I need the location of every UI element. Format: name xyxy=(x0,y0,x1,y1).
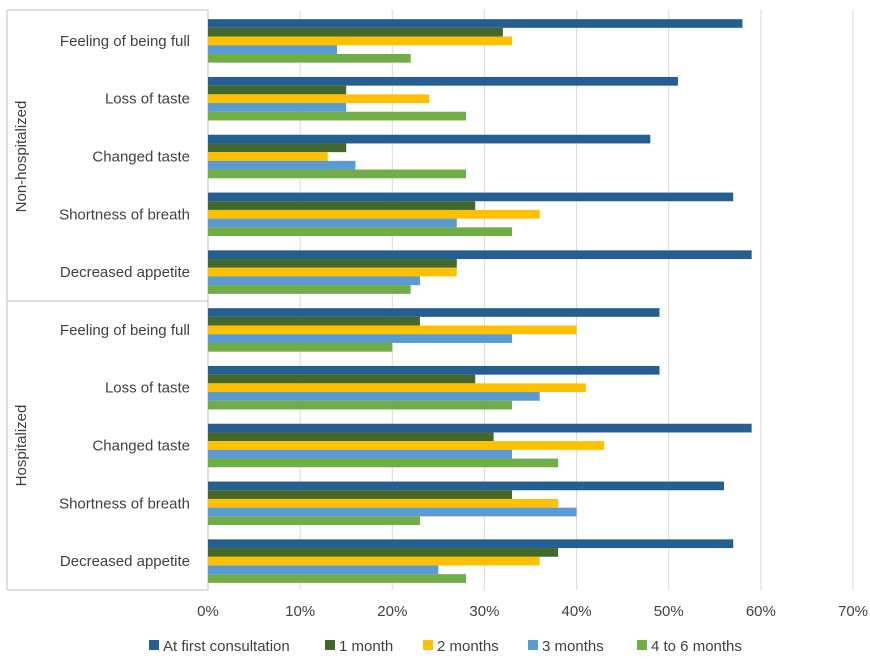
x-tick-label-60: 60% xyxy=(746,603,776,620)
legend-swatch-3-months xyxy=(528,640,538,650)
category-label-changed-taste: Changed taste xyxy=(92,438,190,455)
bar-at-first-consultation-non-hospitalized-changed-taste xyxy=(208,134,651,144)
bar-at-first-consultation-hospitalized-decreased-appetite xyxy=(208,539,734,549)
legend-label-3-months: 3 months xyxy=(542,638,604,655)
x-tick-label-40: 40% xyxy=(562,603,592,620)
gridlines xyxy=(299,10,854,590)
x-tick-label-20: 20% xyxy=(377,603,407,620)
category-label-feeling-of-being-full: Feeling of being full xyxy=(60,322,190,339)
bar-1-month-hospitalized-changed-taste xyxy=(208,432,494,442)
category-label-decreased-appetite: Decreased appetite xyxy=(60,553,190,570)
bar-2-months-non-hospitalized-shortness-of-breath xyxy=(208,209,540,219)
bar-2-months-hospitalized-decreased-appetite xyxy=(208,556,540,566)
bar-at-first-consultation-non-hospitalized-loss-of-taste xyxy=(208,76,678,86)
category-label-feeling-of-being-full: Feeling of being full xyxy=(60,33,190,50)
bar-at-first-consultation-hospitalized-loss-of-taste xyxy=(208,365,660,375)
bar-4-to-6-months-hospitalized-shortness-of-breath xyxy=(208,516,420,526)
bar-1-month-hospitalized-feeling-of-being-full xyxy=(208,316,420,326)
bar-at-first-consultation-non-hospitalized-decreased-appetite xyxy=(208,250,752,260)
bar-2-months-hospitalized-feeling-of-being-full xyxy=(208,325,577,335)
bar-2-months-non-hospitalized-feeling-of-being-full xyxy=(208,36,513,46)
bar-at-first-consultation-hospitalized-shortness-of-breath xyxy=(208,481,724,491)
bar-4-to-6-months-hospitalized-feeling-of-being-full xyxy=(208,342,393,352)
legend-label-1-month: 1 month xyxy=(339,638,393,655)
x-tick-label-30: 30% xyxy=(469,603,499,620)
bar-4-to-6-months-non-hospitalized-feeling-of-being-full xyxy=(208,53,411,63)
bar-2-months-non-hospitalized-changed-taste xyxy=(208,152,328,161)
legend-label-4-to-6-months: 4 to 6 months xyxy=(651,638,742,655)
bar-3-months-hospitalized-feeling-of-being-full xyxy=(208,334,513,343)
bar-at-first-consultation-hospitalized-feeling-of-being-full xyxy=(208,308,660,317)
group-label-hospitalized: Hospitalized xyxy=(13,405,30,487)
bar-3-months-non-hospitalized-decreased-appetite xyxy=(208,276,420,286)
bar-at-first-consultation-non-hospitalized-shortness-of-breath xyxy=(208,192,734,202)
bar-1-month-hospitalized-decreased-appetite xyxy=(208,548,559,557)
bar-at-first-consultation-non-hospitalized-feeling-of-being-full xyxy=(208,19,743,28)
x-axis-ticks: 0% 10% 20% 30% 40% 50% 60% 70% xyxy=(197,603,868,620)
category-label-changed-taste: Changed taste xyxy=(92,149,190,166)
bar-1-month-hospitalized-loss-of-taste xyxy=(208,374,476,384)
category-labels: Feeling of being full Loss of taste Change… xyxy=(59,33,190,570)
category-label-loss-of-taste: Loss of taste xyxy=(105,380,190,397)
bars xyxy=(208,19,752,583)
group-labels: Non-hospitalized Hospitalized xyxy=(13,101,30,487)
bar-4-to-6-months-non-hospitalized-decreased-appetite xyxy=(208,285,411,294)
category-label-shortness-of-breath: Shortness of breath xyxy=(59,495,190,512)
legend-label-2-months: 2 months xyxy=(437,638,499,655)
bar-3-months-hospitalized-changed-taste xyxy=(208,449,513,459)
bar-2-months-non-hospitalized-decreased-appetite xyxy=(208,267,457,277)
bar-at-first-consultation-hospitalized-changed-taste xyxy=(208,423,752,433)
bar-3-months-non-hospitalized-loss-of-taste xyxy=(208,103,347,112)
category-label-loss-of-taste: Loss of taste xyxy=(105,91,190,108)
x-tick-label-10: 10% xyxy=(285,603,315,620)
bar-4-to-6-months-hospitalized-changed-taste xyxy=(208,458,559,468)
legend-label-at-first-consultation: At first consultation xyxy=(163,638,290,655)
bar-3-months-non-hospitalized-changed-taste xyxy=(208,160,356,170)
bar-4-to-6-months-non-hospitalized-loss-of-taste xyxy=(208,111,466,121)
legend-swatch-2-months xyxy=(423,640,433,650)
bar-4-to-6-months-non-hospitalized-shortness-of-breath xyxy=(208,227,513,237)
bar-1-month-non-hospitalized-decreased-appetite xyxy=(208,259,457,268)
bar-4-to-6-months-hospitalized-decreased-appetite xyxy=(208,574,466,583)
x-tick-label-0: 0% xyxy=(197,603,219,620)
bar-3-months-hospitalized-shortness-of-breath xyxy=(208,507,577,517)
bar-3-months-hospitalized-decreased-appetite xyxy=(208,565,439,575)
x-tick-label-70: 70% xyxy=(838,603,868,620)
legend: At first consultation 1 month 2 months 3 mo… xyxy=(149,638,742,655)
category-label-shortness-of-breath: Shortness of breath xyxy=(59,206,190,223)
category-label-decreased-appetite: Decreased appetite xyxy=(60,264,190,281)
bar-3-months-non-hospitalized-feeling-of-being-full xyxy=(208,45,337,54)
bar-2-months-hospitalized-loss-of-taste xyxy=(208,383,586,393)
bar-2-months-non-hospitalized-loss-of-taste xyxy=(208,94,430,104)
bar-1-month-non-hospitalized-feeling-of-being-full xyxy=(208,27,503,37)
legend-swatch-1-month xyxy=(325,640,335,650)
legend-swatch-4-to-6-months xyxy=(637,640,647,650)
x-tick-label-50: 50% xyxy=(654,603,684,620)
bar-1-month-non-hospitalized-shortness-of-breath xyxy=(208,201,476,210)
bar-1-month-hospitalized-shortness-of-breath xyxy=(208,490,513,499)
bar-1-month-non-hospitalized-loss-of-taste xyxy=(208,85,347,95)
bar-3-months-hospitalized-loss-of-taste xyxy=(208,392,540,401)
bar-3-months-non-hospitalized-shortness-of-breath xyxy=(208,218,457,228)
bar-4-to-6-months-non-hospitalized-changed-taste xyxy=(208,169,466,179)
bar-4-to-6-months-hospitalized-loss-of-taste xyxy=(208,400,513,410)
group-label-non-hospitalized: Non-hospitalized xyxy=(13,101,30,213)
legend-swatch-at-first-consultation xyxy=(149,640,159,650)
bar-2-months-hospitalized-shortness-of-breath xyxy=(208,498,559,508)
bar-2-months-hospitalized-changed-taste xyxy=(208,441,605,450)
bar-1-month-non-hospitalized-changed-taste xyxy=(208,143,347,153)
